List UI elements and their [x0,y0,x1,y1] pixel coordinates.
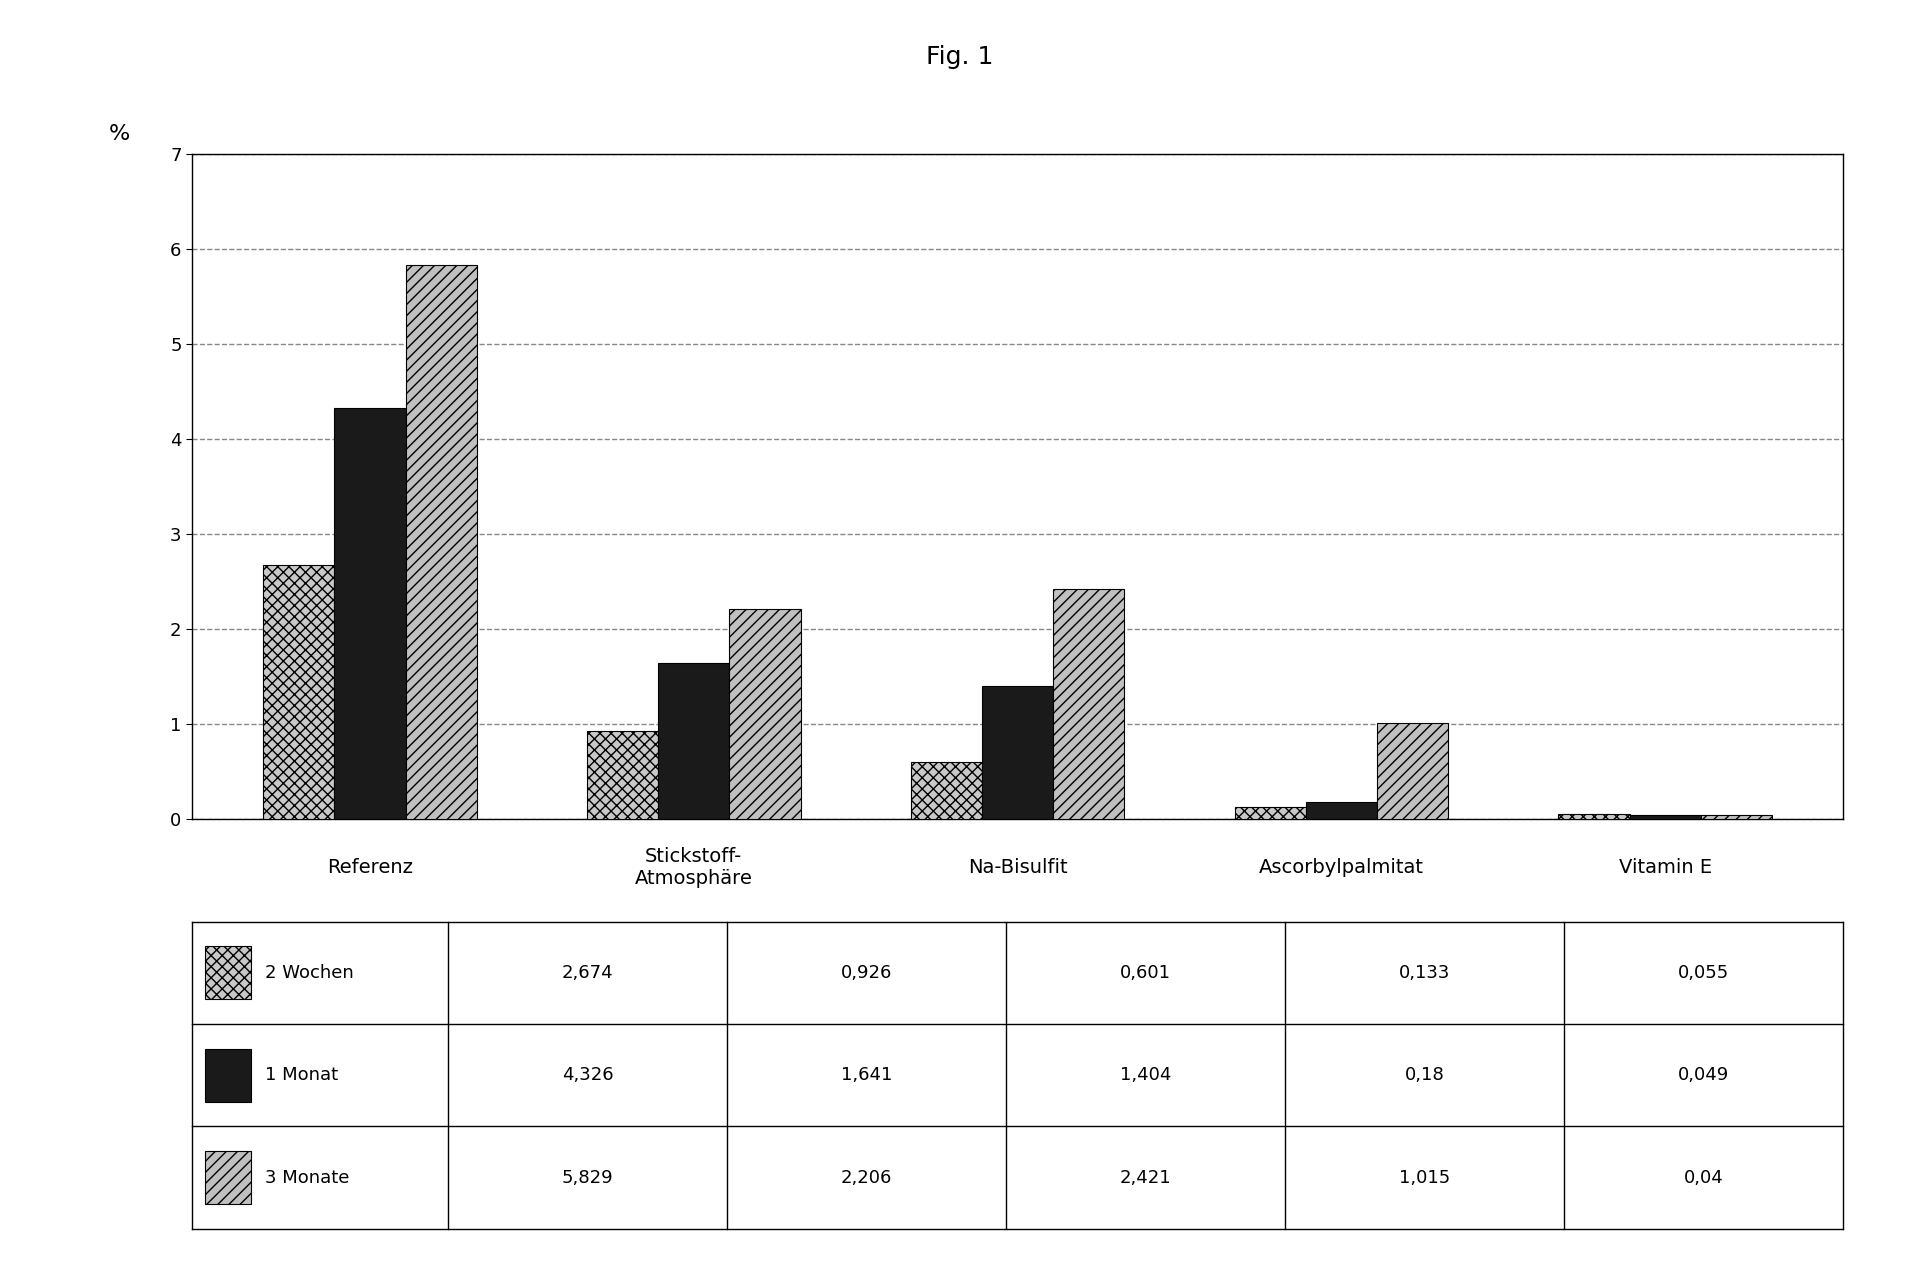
Bar [910,762,981,819]
Bar [1235,806,1306,819]
Text: Na-Bisulfit: Na-Bisulfit [968,858,1068,877]
Bar [205,1048,252,1102]
Bar [1559,814,1630,819]
Bar [205,1151,252,1204]
Text: 0,133: 0,133 [1400,964,1450,982]
Text: 0,055: 0,055 [1678,964,1730,982]
Bar [659,663,730,819]
Text: Referenz: Referenz [326,858,413,877]
Text: 2,674: 2,674 [563,964,612,982]
Text: 1,641: 1,641 [841,1066,893,1084]
Bar [1054,589,1125,819]
Bar [1377,723,1448,819]
Bar [205,946,252,1000]
Bar [981,686,1054,819]
Text: 2 Wochen: 2 Wochen [265,964,353,982]
Bar [334,408,405,819]
Text: 1 Monat: 1 Monat [265,1066,338,1084]
Bar [588,731,659,819]
Text: 0,18: 0,18 [1405,1066,1444,1084]
Bar [1630,814,1701,819]
Text: 2,206: 2,206 [841,1169,893,1187]
Bar [405,265,476,819]
Bar [263,564,334,819]
Text: 3 Monate: 3 Monate [265,1169,349,1187]
Text: 1,404: 1,404 [1119,1066,1171,1084]
Text: Ascorbylpalmitat: Ascorbylpalmitat [1260,858,1425,877]
Text: 1,015: 1,015 [1400,1169,1450,1187]
Bar [730,609,801,819]
Text: 0,926: 0,926 [841,964,893,982]
Text: %: % [108,124,131,145]
Text: 0,049: 0,049 [1678,1066,1730,1084]
Text: Vitamin E: Vitamin E [1619,858,1713,877]
Text: Stickstoff-
Atmosphäre: Stickstoff- Atmosphäre [636,846,753,888]
Bar [1701,815,1772,819]
Text: 0,601: 0,601 [1119,964,1171,982]
Text: 2,421: 2,421 [1119,1169,1171,1187]
Text: 4,326: 4,326 [563,1066,612,1084]
Bar [1306,803,1377,819]
Text: 5,829: 5,829 [563,1169,612,1187]
Text: Fig. 1: Fig. 1 [925,45,995,69]
Text: 0,04: 0,04 [1684,1169,1724,1187]
